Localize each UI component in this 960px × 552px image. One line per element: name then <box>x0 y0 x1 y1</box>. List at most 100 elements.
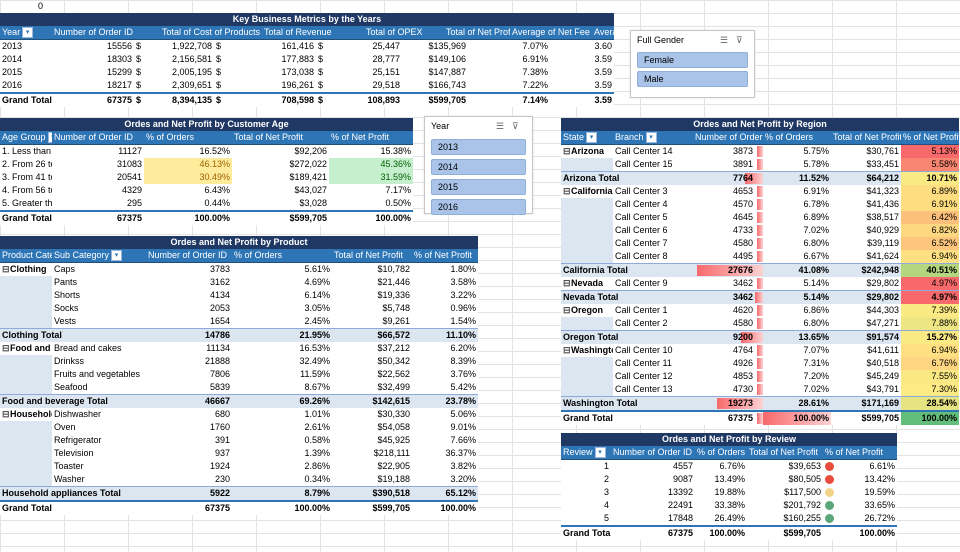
cell[interactable]: $ <box>136 80 142 90</box>
cell[interactable]: Grand Total <box>2 503 52 513</box>
column-header[interactable]: Number of Order ID <box>52 26 160 39</box>
cell[interactable]: 41.08% <box>798 265 829 275</box>
cell[interactable]: 5. Greater than 70 <box>2 198 52 208</box>
cell[interactable]: $ <box>216 80 222 90</box>
cell[interactable]: Drinkss <box>54 356 85 366</box>
state-cell[interactable] <box>561 317 613 330</box>
cell[interactable]: 2,005,195 <box>171 67 212 77</box>
cell[interactable]: 1.01% <box>304 409 330 419</box>
cell[interactable]: 1654 <box>209 316 230 326</box>
cell[interactable]: 13.49% <box>714 474 745 484</box>
cell[interactable]: 937 <box>214 448 230 458</box>
cell[interactable]: 6.80% <box>803 238 829 248</box>
filter-dropdown-icon[interactable]: ▾ <box>645 132 657 144</box>
cell[interactable]: 100.00% <box>294 503 330 513</box>
cell[interactable]: 177,883 <box>281 54 314 64</box>
collapse-icon[interactable]: ⊟ <box>563 345 571 355</box>
cell[interactable]: $5,748 <box>382 303 410 313</box>
cell[interactable]: $92,206 <box>294 146 327 156</box>
cell[interactable]: 3.59 <box>594 67 612 77</box>
cell[interactable]: 3462 <box>693 277 763 290</box>
cell[interactable]: 708,598 <box>281 95 314 105</box>
filter-dropdown-icon[interactable]: ▾ <box>22 27 34 39</box>
category-cell[interactable] <box>0 460 52 473</box>
cell[interactable]: $32,499 <box>377 382 410 392</box>
cell[interactable]: 69.26% <box>299 396 330 406</box>
cell[interactable]: $ <box>216 67 222 77</box>
cell[interactable]: $ <box>136 67 142 77</box>
cell[interactable]: 1,922,708 <box>171 41 212 51</box>
cell[interactable]: 2016 <box>2 80 23 90</box>
cell[interactable]: 7.22% <box>522 80 548 90</box>
cell[interactable]: 230 <box>214 474 230 484</box>
column-header[interactable]: Year ▾ <box>0 26 52 39</box>
column-header[interactable]: Review ▾ <box>561 446 611 459</box>
cell[interactable]: 10.71% <box>901 172 959 185</box>
cell[interactable]: 4.97% <box>901 291 959 304</box>
cell[interactable]: 7.31% <box>803 358 829 368</box>
cell[interactable]: Toaster <box>54 461 84 471</box>
column-header[interactable]: Average of R <box>592 26 614 39</box>
cell[interactable]: $ <box>318 41 324 51</box>
cell[interactable]: $47,271 <box>866 318 899 328</box>
cell[interactable]: 46.13% <box>144 158 232 171</box>
cell[interactable]: 2.61% <box>304 422 330 432</box>
column-header[interactable]: Branch ▾ <box>613 131 693 144</box>
cell[interactable]: 23.78% <box>445 396 476 406</box>
pivot-review[interactable]: Ordes and Net Profit by Review Review ▾ Nu… <box>561 433 897 540</box>
cell[interactable]: 31083 <box>116 159 142 169</box>
cell[interactable]: $160,255 <box>783 513 821 523</box>
column-header[interactable]: Sub Category ▾ <box>52 249 146 262</box>
cell[interactable]: 21.95% <box>299 330 330 340</box>
cell[interactable]: 8.79% <box>304 488 330 498</box>
cell[interactable]: 0.44% <box>204 198 230 208</box>
cell[interactable]: 2 <box>603 474 609 484</box>
cell[interactable]: 3.82% <box>450 461 476 471</box>
cell[interactable]: 21888 <box>204 356 230 366</box>
cell[interactable]: $171,169 <box>861 398 899 408</box>
cell[interactable]: 196,261 <box>281 80 314 90</box>
cell[interactable]: $19,188 <box>377 474 410 484</box>
cell[interactable]: 4329 <box>121 185 142 195</box>
cell[interactable]: 5.42% <box>450 382 476 392</box>
cell[interactable]: Oregon Total <box>563 332 619 342</box>
cell[interactable]: 5839 <box>209 382 230 392</box>
cell[interactable]: 7.07% <box>803 345 829 355</box>
cell[interactable]: $39,653 <box>788 461 821 471</box>
cell[interactable]: $66,572 <box>377 330 410 340</box>
column-header[interactable]: Total of Net Profit <box>747 446 823 459</box>
cell[interactable]: 13.65% <box>798 332 829 342</box>
cell[interactable]: 2.86% <box>304 461 330 471</box>
cell[interactable]: Refrigerator <box>54 435 102 445</box>
cell[interactable]: $ <box>318 67 324 77</box>
column-header[interactable]: % of Orders <box>144 131 232 144</box>
cell[interactable]: 7.55% <box>901 370 959 383</box>
cell[interactable]: 8,394,135 <box>171 95 212 105</box>
cell[interactable]: 11.10% <box>445 330 476 340</box>
cell[interactable]: Call Center 13 <box>615 384 673 394</box>
cell[interactable]: 8.39% <box>450 356 476 366</box>
cell[interactable]: $43,791 <box>866 384 899 394</box>
cell[interactable]: 100.00% <box>194 213 230 223</box>
cell[interactable]: 3 <box>603 487 609 497</box>
cell[interactable]: 3.20% <box>450 474 476 484</box>
cell[interactable]: 4. From 56 to 70 <box>2 185 52 195</box>
cell[interactable]: 31.59% <box>329 171 413 184</box>
cell[interactable]: Call Center 8 <box>615 251 668 261</box>
state-cell[interactable] <box>561 357 613 370</box>
category-cell[interactable] <box>0 381 52 394</box>
cell[interactable]: 11.52% <box>798 173 829 183</box>
cell[interactable]: 15556 <box>106 41 132 51</box>
clear-filter-icon[interactable]: ⊽ <box>512 121 519 131</box>
cell[interactable]: 7.20% <box>803 371 829 381</box>
cell[interactable]: 6.20% <box>450 343 476 353</box>
cell[interactable]: 1. Less than 25 <box>2 146 52 156</box>
cell[interactable]: Grand Total <box>563 528 611 538</box>
cell[interactable]: 100.00% <box>375 213 411 223</box>
cell[interactable]: Television <box>54 448 94 458</box>
cell[interactable]: 100.00% <box>440 503 476 513</box>
cell[interactable]: Food and beverage Total <box>2 396 108 406</box>
cell[interactable]: 6.94% <box>901 344 959 357</box>
slicer-item-2015[interactable]: 2015 <box>431 179 526 195</box>
column-header[interactable]: % of Orders <box>232 249 332 262</box>
